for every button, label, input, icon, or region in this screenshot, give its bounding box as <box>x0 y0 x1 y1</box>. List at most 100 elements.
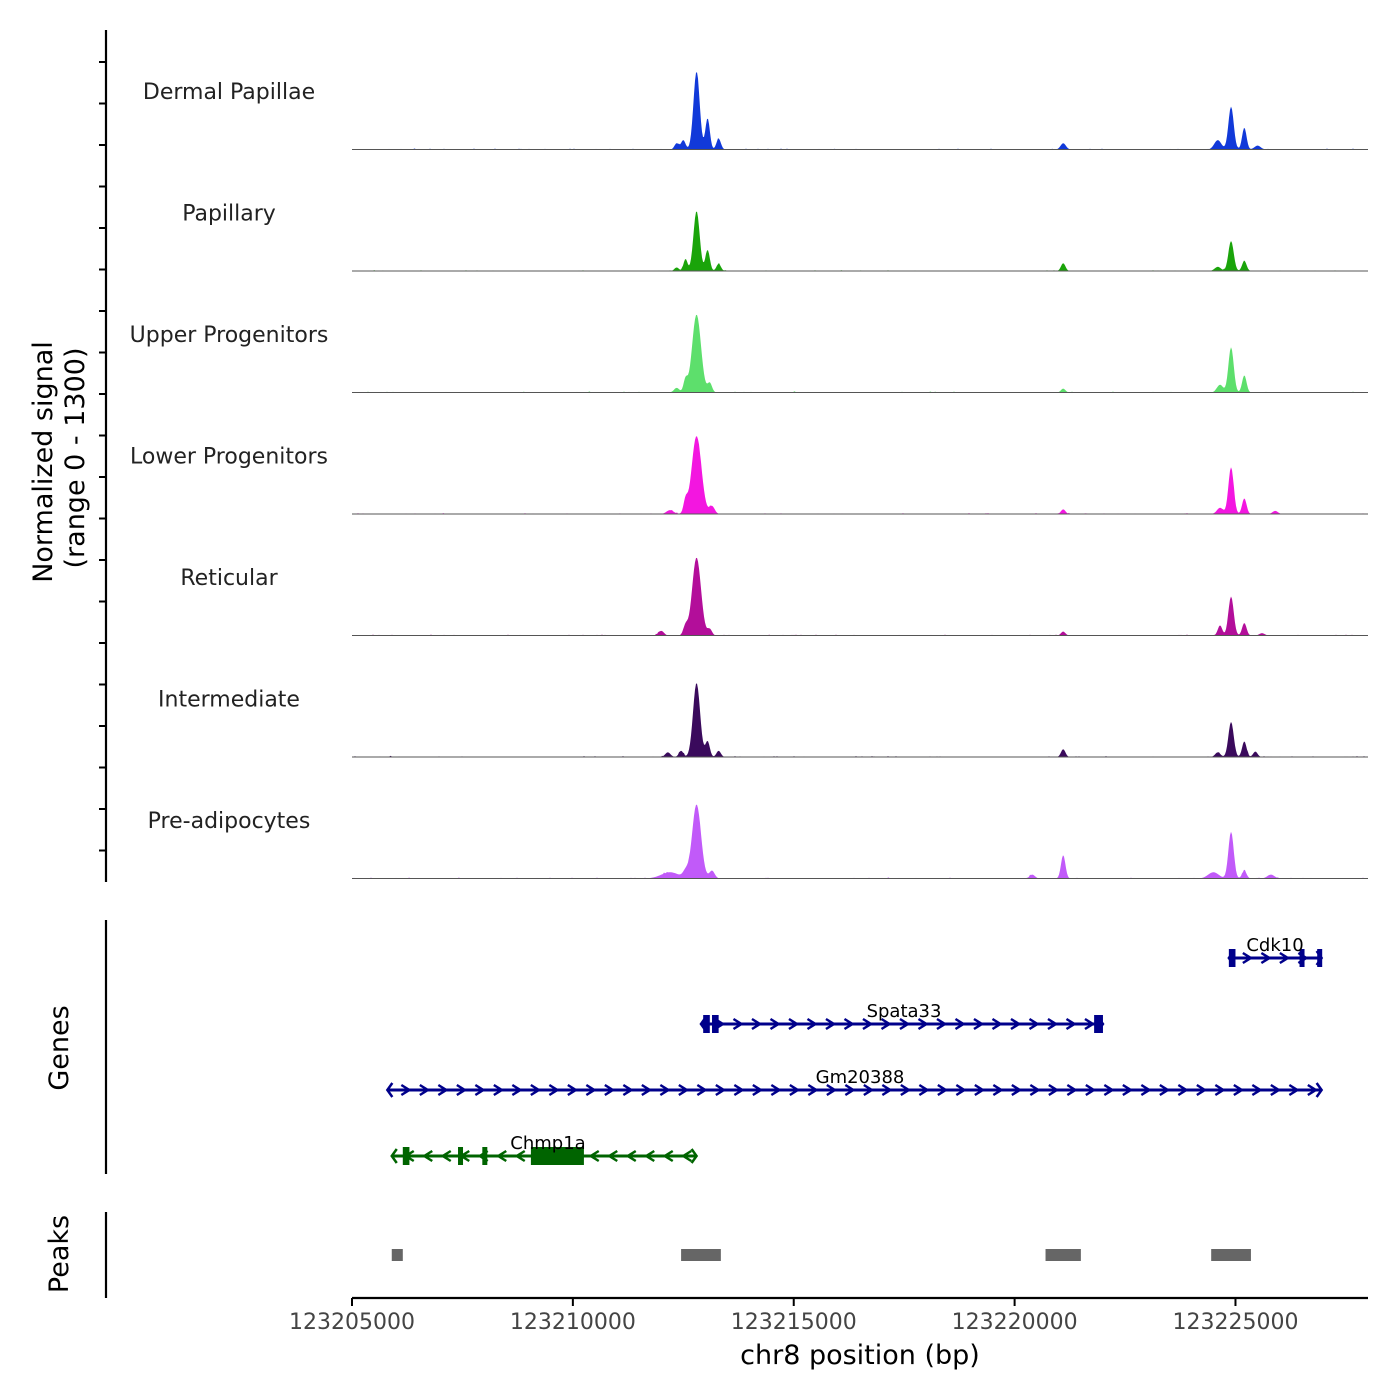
strand-arrow <box>1279 951 1291 965</box>
gene-spata33: Spata33 <box>699 1001 1105 1033</box>
strand-arrow <box>548 1083 560 1097</box>
strand-arrow <box>514 1149 526 1163</box>
strand-arrow <box>493 1083 505 1097</box>
strand-arrow <box>588 1149 600 1163</box>
strand-arrow <box>1048 1083 1060 1097</box>
track-label: Pre-adipocytes <box>148 809 311 834</box>
strand-arrow <box>641 1083 653 1097</box>
strand-arrow <box>937 1083 949 1097</box>
exon <box>530 1147 584 1165</box>
gene-chmp1a: Chmp1a <box>390 1133 699 1165</box>
x-tick-label: 123210000 <box>510 1310 636 1335</box>
strand-arrow <box>918 1083 930 1097</box>
coverage-y-label-line2: (range 0 - 1300) <box>60 348 91 569</box>
x-axis-label: chr8 position (bp) <box>740 1340 980 1371</box>
strand-arrow <box>511 1083 523 1097</box>
strand-arrow <box>751 1017 763 1031</box>
peak-region <box>1211 1249 1251 1261</box>
strand-arrow <box>917 1017 929 1031</box>
strand-arrow <box>1270 1083 1282 1097</box>
gene-start-cap <box>390 1148 398 1164</box>
exon <box>1094 1015 1103 1033</box>
strand-arrow <box>1084 1017 1096 1031</box>
track-label: Intermediate <box>158 688 300 713</box>
strand-arrow <box>1288 1083 1300 1097</box>
strand-arrow <box>1065 1017 1077 1031</box>
strand-arrow <box>769 1017 781 1031</box>
coverage-panel: Dermal Papillae Papillary Upper Progenitor… <box>99 30 1368 882</box>
strand-arrow <box>862 1017 874 1031</box>
strand-arrow <box>696 1083 708 1097</box>
strand-arrow <box>1307 1083 1319 1097</box>
peak-region <box>681 1249 721 1261</box>
strand-arrow <box>1140 1083 1152 1097</box>
strand-arrow <box>936 1017 948 1031</box>
x-tick-label: 123225000 <box>1172 1310 1298 1335</box>
peaks-y-label: Peaks <box>44 1215 75 1293</box>
strand-arrow <box>732 1017 744 1031</box>
strand-arrow <box>1085 1083 1097 1097</box>
strand-arrow <box>863 1083 875 1097</box>
strand-arrow <box>625 1149 637 1163</box>
strand-arrow <box>437 1083 449 1097</box>
strand-arrow <box>585 1083 597 1097</box>
strand-arrow <box>1010 1017 1022 1031</box>
strand-arrow <box>1214 1083 1226 1097</box>
genes-panel: Cdk10 Spata33 Gm20388 Chmp1a <box>104 920 1324 1174</box>
strand-arrow <box>752 1083 764 1097</box>
exon <box>482 1147 488 1165</box>
strand-arrow <box>1251 1083 1263 1097</box>
coverage-y-label-line1: Normalized signal <box>28 341 59 583</box>
gene-label: Chmp1a <box>510 1133 585 1154</box>
strand-arrow <box>456 1083 468 1097</box>
strand-arrow <box>715 1083 727 1097</box>
strand-arrow <box>659 1083 671 1097</box>
track-label: Papillary <box>182 202 276 227</box>
strand-arrow <box>606 1149 618 1163</box>
strand-arrow <box>419 1083 431 1097</box>
exon <box>458 1147 464 1165</box>
strand-arrow <box>974 1083 986 1097</box>
exon <box>402 1147 410 1165</box>
strand-arrow <box>992 1083 1004 1097</box>
peak-region <box>391 1249 403 1261</box>
strand-arrow <box>954 1017 966 1031</box>
strand-arrow <box>622 1083 634 1097</box>
strand-arrow <box>881 1083 893 1097</box>
strand-arrow <box>843 1017 855 1031</box>
peak-region <box>1045 1249 1081 1261</box>
strand-arrow <box>495 1149 507 1163</box>
exon <box>1299 949 1305 967</box>
strand-arrow <box>1066 1083 1078 1097</box>
strand-arrow <box>400 1083 412 1097</box>
strand-arrow <box>662 1149 674 1163</box>
coverage-area-pre-adipocytes <box>352 804 1368 879</box>
strand-arrow <box>825 1017 837 1031</box>
strand-arrow <box>1233 1083 1245 1097</box>
coverage-area-reticular <box>352 557 1368 636</box>
x-tick-label: 123220000 <box>952 1310 1078 1335</box>
gene-start-cap <box>385 1082 394 1098</box>
exon <box>712 1015 719 1033</box>
strand-arrow <box>604 1083 616 1097</box>
strand-arrow <box>733 1083 745 1097</box>
strand-arrow <box>1122 1083 1134 1097</box>
strand-arrow <box>789 1083 801 1097</box>
coverage-area-dermal-papillae <box>352 72 1368 150</box>
strand-arrow <box>955 1083 967 1097</box>
coverage-area-lower-progenitors <box>352 436 1368 514</box>
strand-arrow <box>900 1083 912 1097</box>
coverage-area-papillary <box>352 211 1368 271</box>
gene-gm20388: Gm20388 <box>385 1067 1324 1098</box>
strand-arrow <box>1029 1083 1041 1097</box>
coverage-area-upper-progenitors <box>352 314 1368 393</box>
track-label: Dermal Papillae <box>143 80 315 105</box>
strand-arrow <box>991 1017 1003 1031</box>
exon <box>1228 949 1236 967</box>
strand-arrow <box>440 1149 452 1163</box>
strand-arrow <box>1196 1083 1208 1097</box>
strand-arrow <box>1028 1017 1040 1031</box>
strand-arrow <box>421 1149 433 1163</box>
gene-end-cap <box>1315 1082 1324 1098</box>
peaks-panel <box>104 1212 1251 1298</box>
